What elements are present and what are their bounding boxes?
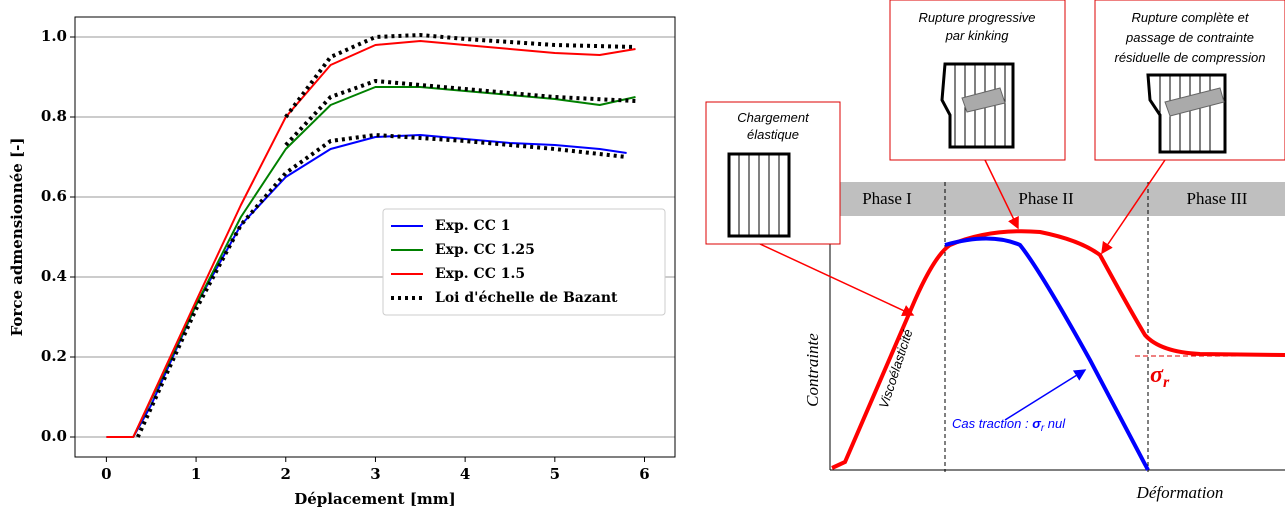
arrow xyxy=(759,243,915,317)
arrow xyxy=(984,159,1019,230)
y-tick-label: 0.2 xyxy=(41,347,67,365)
subscript: r xyxy=(1163,374,1170,391)
x-tick-label: 3 xyxy=(370,465,380,483)
subscript: r xyxy=(1041,423,1045,434)
callout-text: Rupture complète et xyxy=(1131,10,1249,25)
x-tick-label: 4 xyxy=(460,465,470,483)
series-line xyxy=(135,33,636,438)
x-tick-label: 1 xyxy=(191,465,201,483)
series-line xyxy=(132,86,636,438)
sigma-r: σr xyxy=(1150,362,1170,391)
callout-box xyxy=(889,0,1066,161)
legend-label: Exp. CC 1.5 xyxy=(435,266,525,282)
y-tick-label: 0.0 xyxy=(41,427,67,445)
legend-box xyxy=(382,208,666,316)
arrow xyxy=(1101,159,1166,255)
y-tick-label: 0.4 xyxy=(41,267,67,285)
traction-curve xyxy=(944,236,1150,471)
callout-text: élastique xyxy=(747,127,799,142)
arrow xyxy=(1004,369,1087,421)
callout-text: résiduelle de compression xyxy=(1114,50,1265,65)
y-tick-label: 0.6 xyxy=(41,187,67,205)
phase-label: Phase II xyxy=(1018,189,1074,208)
legend-label: Exp. CC 1.25 xyxy=(435,242,535,258)
sigma: σ xyxy=(1032,416,1042,431)
phase-header xyxy=(830,182,1285,216)
callout-text: Chargement xyxy=(737,110,810,125)
x-axis-label: Déformation xyxy=(1136,483,1224,502)
kink-band xyxy=(1164,87,1225,117)
text: nul xyxy=(1044,416,1066,431)
callout-text: par kinking xyxy=(945,28,1010,43)
series-line xyxy=(106,134,627,438)
legend-label: Loi d'échelle de Bazant xyxy=(435,290,618,306)
legend-label: Exp. CC 1 xyxy=(435,218,510,234)
x-tick-label: 0 xyxy=(101,465,111,483)
y-tick-label: 0.8 xyxy=(41,107,67,125)
specimen-icon xyxy=(738,154,780,236)
plot-frame xyxy=(74,16,676,458)
compression-curve xyxy=(831,229,1285,470)
x-tick-label: 2 xyxy=(281,465,291,483)
chart: Déplacement [mm] Force admensionnée [-] … xyxy=(8,16,676,508)
diagram: Phase I Phase II Phase III Chargement él… xyxy=(705,0,1285,502)
phase-label: Phase III xyxy=(1187,189,1248,208)
y-tick-label: 1.0 xyxy=(41,27,67,45)
traction-label: Cas traction : σr nul xyxy=(952,416,1066,434)
kink-band xyxy=(961,87,1006,113)
series-line xyxy=(106,40,636,438)
y-axis-label: Force admensionnée [-] xyxy=(8,138,26,337)
y-axis-label: Contrainte xyxy=(803,333,822,407)
x-tick-label: 6 xyxy=(639,465,649,483)
callout-text: Rupture progressive xyxy=(918,10,1035,25)
phase-label: Phase I xyxy=(862,189,912,208)
callout-text: passage de contrainte xyxy=(1125,30,1254,45)
x-tick-label: 5 xyxy=(550,465,560,483)
sigma: σ xyxy=(1150,362,1164,388)
specimen-icon xyxy=(940,62,1015,149)
text: Cas traction : xyxy=(952,416,1032,431)
legend: Exp. CC 1 Exp. CC 1.25 Exp. CC 1.5 Loi d'éc… xyxy=(382,208,666,316)
x-axis-label: Déplacement [mm] xyxy=(294,490,456,508)
